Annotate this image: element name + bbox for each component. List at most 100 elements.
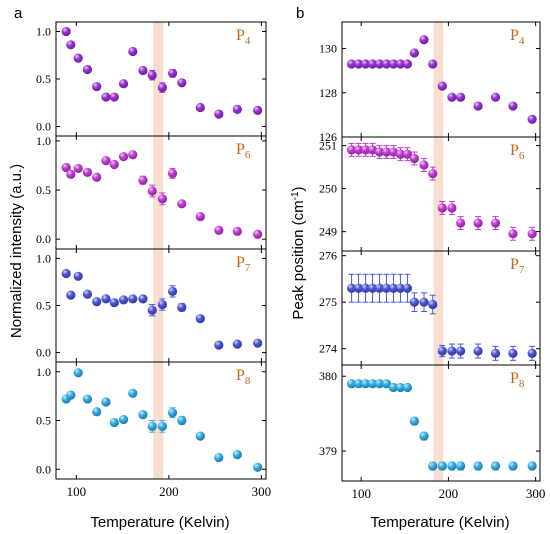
- marker: [346, 145, 357, 155]
- panel-a-subplot-P4: 0.0 0.5 1.0 P4: [36, 21, 267, 137]
- data-point: [82, 64, 93, 75]
- data-point: [101, 397, 111, 407]
- marker: [167, 286, 178, 296]
- panel-b-ylabel-sup: -1: [290, 191, 301, 200]
- marker: [381, 147, 392, 157]
- data-point: [128, 388, 138, 398]
- data-point: [473, 343, 483, 359]
- data-point: [109, 298, 119, 308]
- marker: [232, 104, 242, 114]
- marker: [61, 26, 71, 37]
- marker: [367, 59, 378, 69]
- marker: [167, 168, 178, 178]
- series-label-base: P: [236, 367, 245, 384]
- data-point: [490, 461, 501, 471]
- data-point: [409, 416, 419, 426]
- marker: [395, 382, 406, 393]
- data-point: [61, 268, 71, 279]
- marker: [118, 79, 129, 89]
- data-point: [177, 415, 187, 426]
- data-point: [402, 147, 413, 162]
- marker: [353, 283, 364, 293]
- data-point: [118, 295, 129, 305]
- data-point: [253, 462, 263, 472]
- marker: [508, 461, 518, 471]
- marker: [157, 82, 167, 93]
- marker: [128, 294, 138, 304]
- marker: [101, 294, 111, 304]
- y-tick-label: 130: [319, 42, 337, 56]
- marker: [402, 283, 413, 293]
- data-point: [353, 273, 364, 303]
- x-tick-label: 300: [252, 484, 272, 499]
- data-point: [490, 345, 501, 361]
- data-point: [147, 304, 157, 317]
- series-label-P8: P8: [510, 370, 525, 390]
- data-point: [82, 167, 93, 177]
- y-tick-label: 0.0: [36, 232, 51, 246]
- data-point: [92, 172, 102, 182]
- data-point: [527, 226, 537, 241]
- marker: [147, 70, 157, 80]
- data-point: [128, 150, 138, 160]
- y-tick-label: 1.0: [36, 25, 51, 39]
- marker: [473, 461, 483, 471]
- marker: [167, 408, 178, 418]
- marker: [147, 421, 157, 431]
- marker: [101, 397, 111, 407]
- data-point: [473, 101, 483, 111]
- data-point: [437, 461, 447, 471]
- marker: [402, 149, 413, 159]
- marker: [388, 382, 399, 393]
- data-point: [367, 59, 378, 69]
- data-point: [527, 114, 537, 124]
- marker: [346, 59, 357, 69]
- marker: [253, 105, 263, 115]
- data-point: [253, 229, 263, 239]
- marker: [409, 153, 419, 164]
- data-point: [73, 163, 83, 174]
- data-point: [374, 145, 385, 160]
- marker: [346, 283, 357, 293]
- marker: [374, 379, 385, 389]
- marker: [395, 59, 406, 69]
- data-point: [367, 142, 378, 157]
- marker: [437, 203, 447, 213]
- marker: [360, 59, 371, 69]
- marker: [195, 211, 205, 222]
- marker: [419, 431, 429, 441]
- data-point: [473, 461, 483, 471]
- marker: [82, 394, 93, 404]
- data-point: [419, 431, 429, 441]
- series-label-sub: 8: [519, 378, 525, 390]
- data-point: [147, 69, 157, 81]
- panel-a-subplot-P6: 0.0 0.5 1.0 P6: [36, 134, 267, 250]
- marker: [490, 92, 501, 102]
- data-point: [353, 379, 364, 389]
- y-tick-label: 0.5: [36, 299, 51, 313]
- data-point: [73, 368, 83, 378]
- x-tick-label: 300: [526, 486, 546, 501]
- marker: [138, 65, 148, 76]
- marker: [508, 229, 518, 239]
- marker: [360, 283, 371, 293]
- data-point: [118, 414, 129, 425]
- panel-a-xlabel: Temperature (Kelvin): [90, 514, 229, 531]
- marker: [167, 68, 178, 78]
- marker: [157, 194, 167, 204]
- data-point: [66, 40, 76, 50]
- data-point: [360, 142, 371, 157]
- data-point: [157, 82, 167, 93]
- data-point: [381, 273, 392, 303]
- data-point: [346, 273, 357, 303]
- data-point: [147, 420, 157, 433]
- panel-b-subplot-P8: 379 380 P8: [319, 364, 541, 482]
- data-point: [138, 410, 148, 420]
- data-point: [367, 273, 378, 303]
- marker: [92, 82, 102, 92]
- series-label-base: P: [236, 254, 245, 271]
- y-tick-label: 0.0: [36, 462, 51, 476]
- data-point: [118, 79, 129, 89]
- data-point: [128, 294, 138, 304]
